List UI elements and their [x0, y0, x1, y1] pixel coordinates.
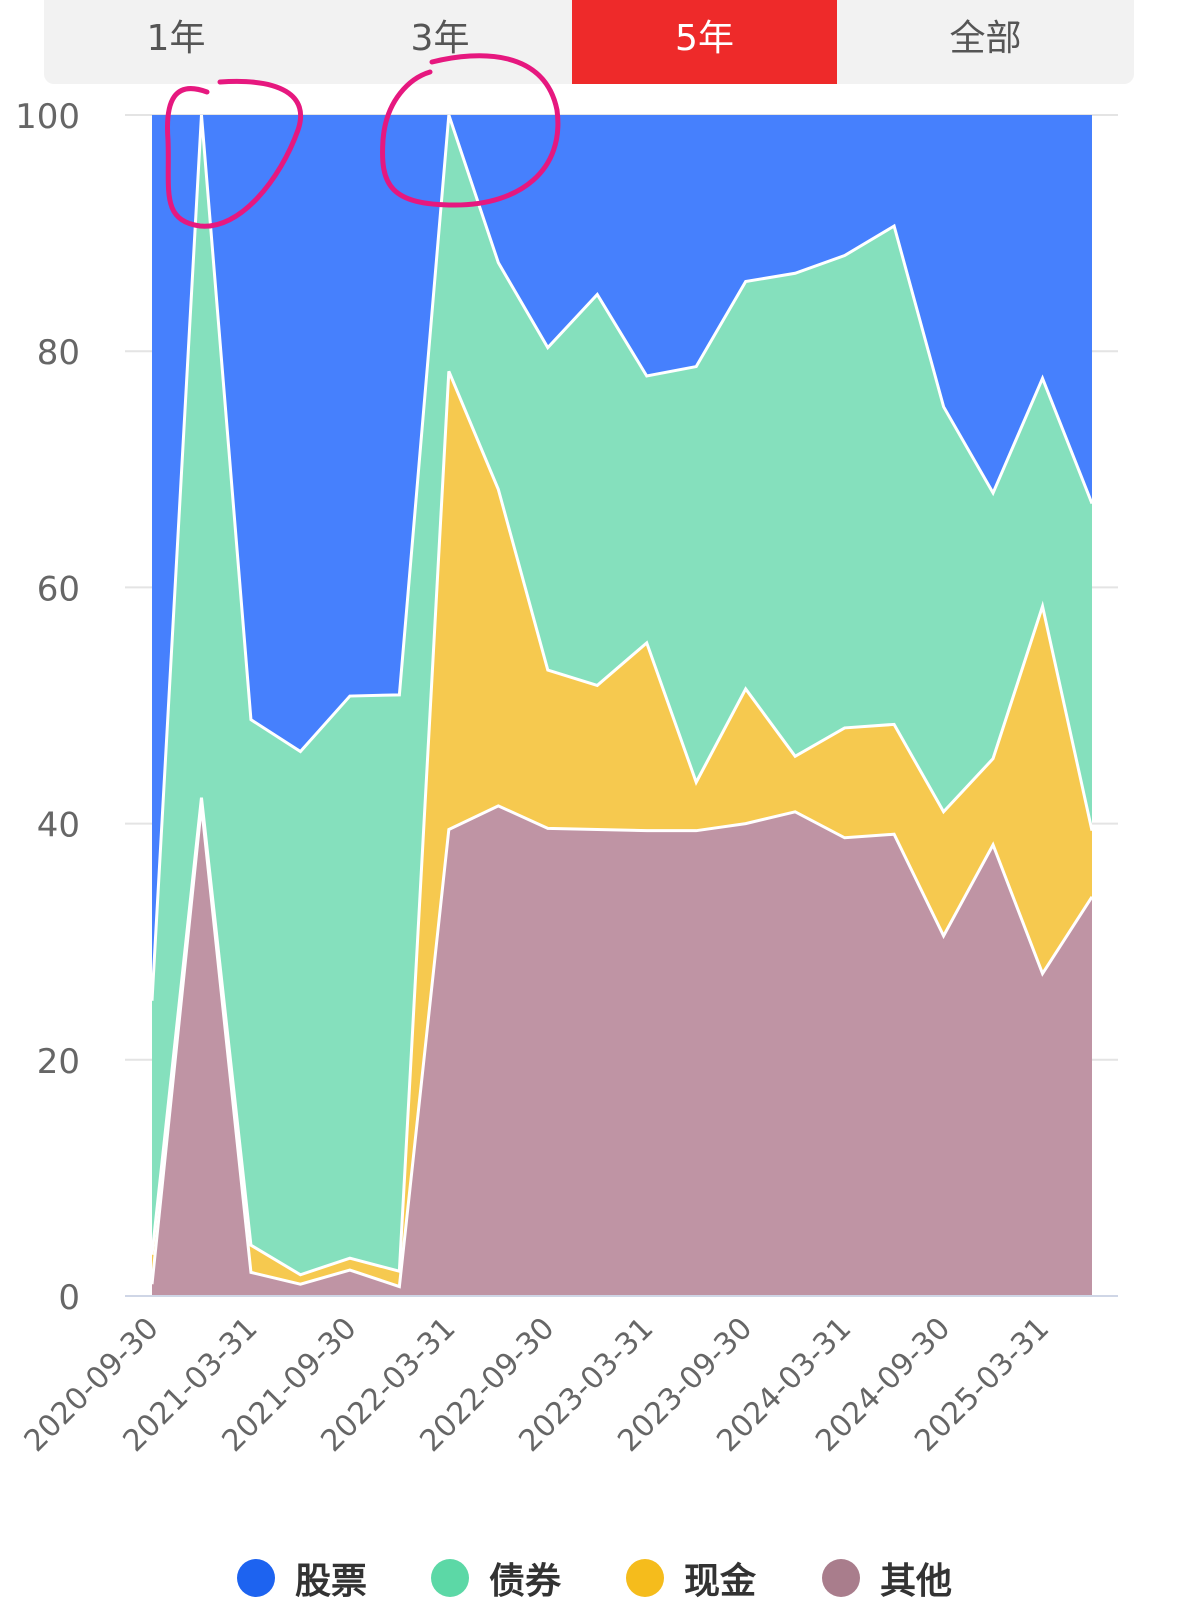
tab-all[interactable]: 全部: [949, 18, 1022, 59]
legend-label-cash: 现金: [684, 1561, 757, 1602]
tab-3-year[interactable]: 3年: [410, 18, 470, 59]
line-cash: [150, 370, 1094, 1277]
tab-1-year[interactable]: 1年: [146, 18, 206, 59]
y-tick-label: 40: [37, 806, 80, 846]
period-tab-bar: 1年 3年 5年 全部: [44, 0, 1134, 84]
annotation-circle-2: [380, 53, 561, 208]
legend-item-other[interactable]: 其他: [822, 1548, 952, 1608]
legend-item-cash[interactable]: 现金: [626, 1548, 756, 1608]
y-tick-label: 0: [58, 1278, 80, 1318]
y-tick-label: 100: [15, 97, 80, 137]
area-other: [152, 805, 1092, 1296]
legend-item-stock[interactable]: 股票: [237, 1548, 367, 1608]
legend-dot-cash: [626, 1559, 664, 1597]
y-tick-label: 80: [37, 333, 80, 373]
area-stock: [152, 115, 1092, 1001]
y-tick-label: 20: [37, 1042, 80, 1082]
legend-dot-bond: [431, 1559, 469, 1597]
legend-label-bond: 债券: [489, 1561, 562, 1602]
line-bond: [150, 114, 1094, 1001]
y-tick-label: 60: [37, 569, 80, 609]
legend-label-stock: 股票: [295, 1561, 368, 1602]
legend-label-other: 其他: [880, 1561, 953, 1602]
area-bond: [152, 115, 1092, 1275]
legend-item-bond[interactable]: 债券: [431, 1548, 561, 1608]
chart-legend: 股票 债券 现金 其他: [0, 1548, 1179, 1608]
legend-dot-other: [822, 1559, 860, 1597]
tab-5-year[interactable]: 5年: [572, 0, 837, 84]
legend-dot-stock: [237, 1559, 275, 1597]
annotation-circle-1: [165, 78, 304, 229]
asset-allocation-chart: 0204060801002020-09-302021-03-312021-09-…: [15, 53, 1118, 1459]
line-other: [150, 804, 1094, 1289]
